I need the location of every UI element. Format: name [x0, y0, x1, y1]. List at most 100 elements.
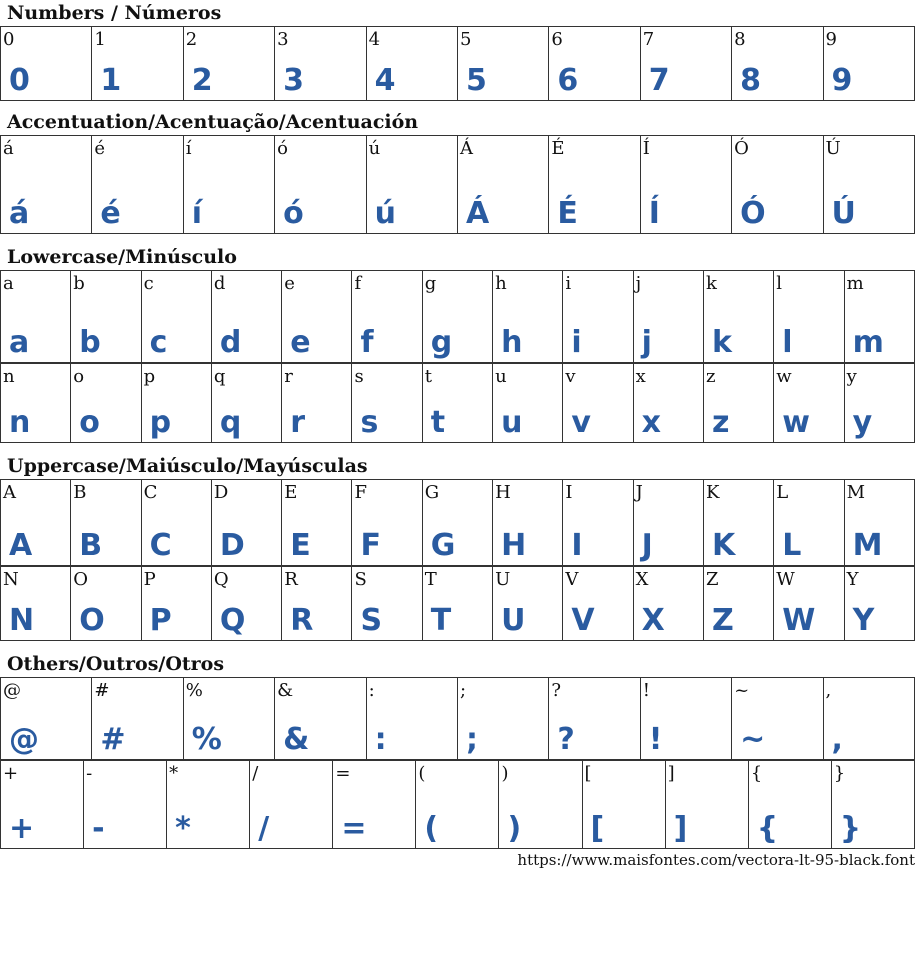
glyph-sample: Ó [740, 196, 766, 231]
glyph-sample: N [9, 603, 35, 638]
glyph-sample: g [430, 325, 453, 360]
glyph-sample: F [360, 528, 381, 563]
glyph-row: + + - - * * / / = =(())[[]]{{}} [0, 760, 916, 849]
glyph-sample: Í [648, 196, 660, 231]
glyph-sample: 8 [740, 63, 761, 98]
glyph-label: - [86, 763, 93, 784]
glyph-sample: O [79, 603, 105, 638]
glyph-label: é [94, 138, 106, 159]
glyph-sample: Á [465, 196, 490, 231]
glyph-label: m [846, 273, 864, 294]
glyph-sample: + [9, 811, 35, 846]
glyph-sample: & [283, 722, 310, 757]
glyph-label: N [3, 569, 19, 590]
glyph-label: 2 [185, 29, 198, 50]
glyph-label: 9 [825, 29, 837, 50]
glyph-label: 8 [734, 29, 746, 50]
glyph-label: V [565, 569, 579, 590]
glyph-label: 7 [642, 29, 655, 50]
glyph-label: s [354, 366, 364, 387]
glyph-cell: }} [830, 760, 916, 849]
glyph-sample: , [831, 722, 843, 757]
glyph-sample: c [149, 325, 168, 360]
glyph-label: G [424, 482, 440, 503]
glyph-label: , [825, 680, 832, 701]
glyph-label: I [565, 482, 573, 503]
glyph-label: í [185, 138, 192, 159]
glyph-sample: é [100, 196, 121, 231]
glyph-sample: 1 [100, 63, 122, 98]
glyph-label: á [3, 138, 14, 159]
glyph-cell: ,, [822, 677, 916, 760]
glyph-label: T [424, 569, 437, 590]
glyph-cell: )) [498, 760, 583, 849]
glyph-sample: q [219, 405, 242, 440]
glyph-label: ] [667, 763, 675, 784]
glyph-sample: * [175, 811, 191, 846]
section-title: Uppercase/Maiúsculo/Mayúsculas [7, 455, 368, 477]
glyph-label: k [705, 273, 717, 294]
glyph-cell: ]] [664, 760, 749, 849]
glyph-label: * [169, 763, 179, 784]
section-title: Others/Outros/Otros [7, 653, 225, 675]
glyph-label: g [424, 273, 437, 294]
glyph-sample: ) [507, 811, 522, 846]
glyph-sample: G [430, 528, 456, 563]
glyph-label: C [143, 482, 158, 503]
glyph-sample: A [9, 528, 33, 563]
glyph-label: F [354, 482, 367, 503]
glyph-label: ~ [734, 680, 750, 701]
glyph-sample: / [258, 811, 270, 846]
glyph-sample: H [501, 528, 527, 563]
glyph-sample: = [341, 811, 367, 846]
glyph-label: # [94, 680, 110, 701]
source-link[interactable]: https://www.maisfontes.com/vectora-lt-95… [517, 851, 915, 869]
glyph-label: j [635, 273, 642, 294]
glyph-sample: Z [711, 603, 734, 638]
glyph-sample: s [360, 405, 379, 440]
glyph-sample: K [711, 528, 736, 563]
section-title: Accentuation/Acentuação/Acentuación [7, 111, 419, 133]
glyph-label: = [335, 763, 351, 784]
glyph-label: c [143, 273, 154, 294]
glyph-label: 0 [3, 29, 15, 50]
specimen-sheet: Numbers / Números 0 0 1 1 2 2 3 3 4 4 5 5 6 6 7 7 8 8 9 9 Acc… [0, 2, 916, 849]
glyph-label: ( [418, 763, 426, 784]
glyph-label: { [750, 763, 763, 784]
glyph-sample: R [290, 603, 314, 638]
glyph-sample: 3 [283, 63, 305, 98]
glyph-label: É [551, 138, 565, 159]
